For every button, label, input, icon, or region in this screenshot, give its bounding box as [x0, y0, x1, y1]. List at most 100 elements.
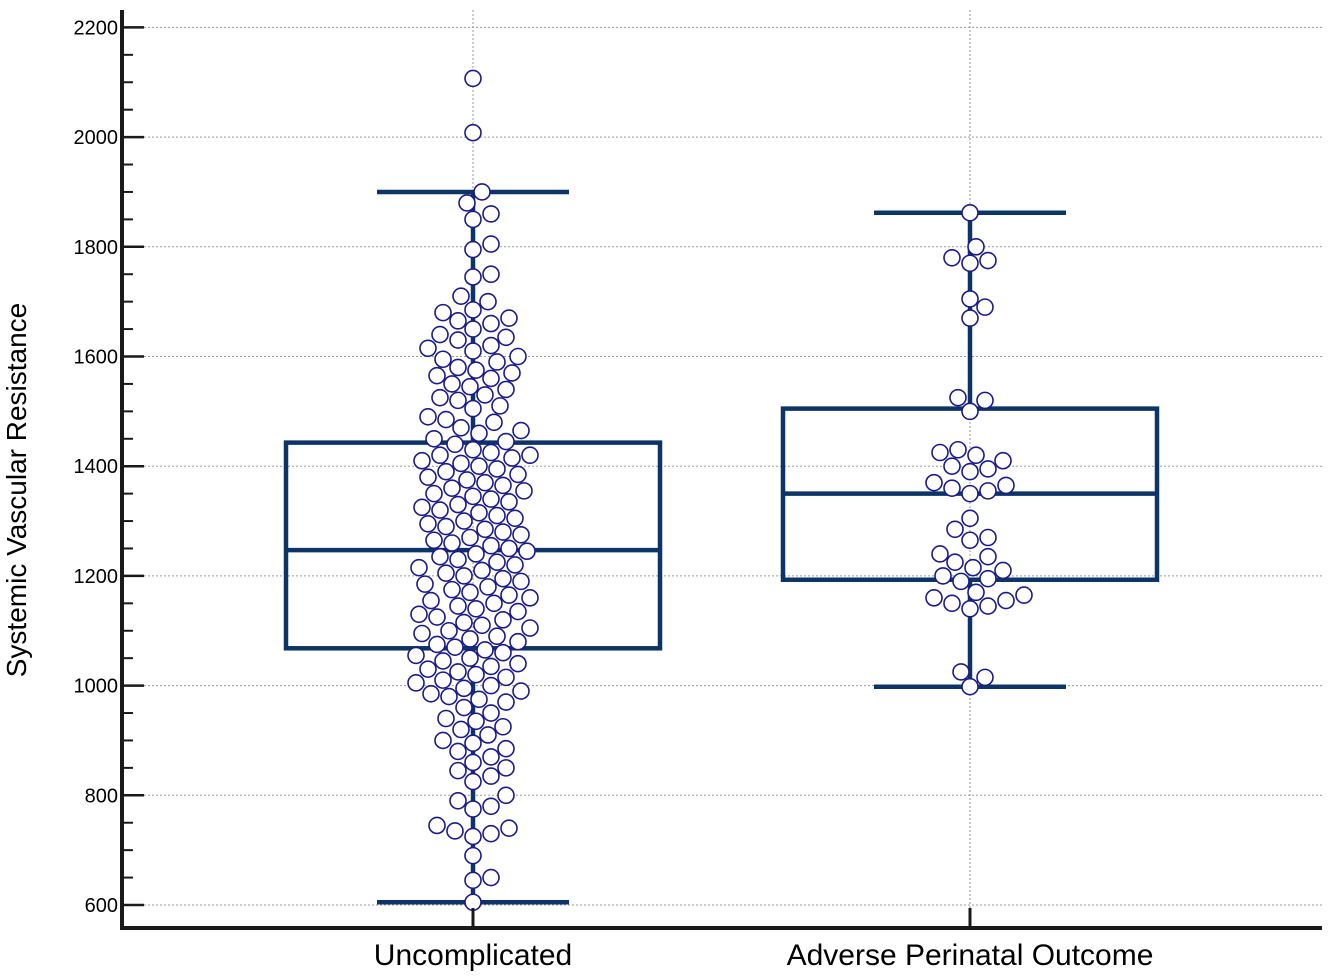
- data-point: [961, 254, 979, 273]
- data-point: [512, 421, 530, 440]
- data-point: [482, 824, 500, 843]
- data-point: [464, 893, 482, 912]
- data-point: [500, 586, 518, 604]
- data-point: [488, 553, 506, 571]
- data-point: [473, 183, 491, 201]
- data-point: [464, 800, 482, 818]
- data-point: [437, 517, 455, 536]
- data-point: [976, 298, 994, 316]
- data-point: [428, 816, 446, 835]
- data-point: [476, 473, 494, 492]
- data-point: [434, 652, 452, 670]
- data-point: [497, 328, 515, 347]
- data-point: [961, 462, 979, 481]
- data-point: [464, 320, 482, 338]
- category-labels: Uncomplicated Adverse Perinatal Outcome: [374, 908, 1153, 972]
- data-point: [497, 786, 515, 805]
- data-point: [482, 369, 500, 388]
- data-point: [509, 654, 527, 673]
- data-point: [449, 597, 467, 615]
- data-point: [1015, 586, 1033, 604]
- data-point: [434, 303, 452, 322]
- y-tick-label-1400: 1400: [74, 456, 119, 478]
- data-point: [521, 619, 539, 637]
- data-point: [943, 479, 961, 497]
- data-point: [925, 473, 943, 492]
- data-point: [467, 665, 485, 684]
- data-point: [422, 685, 440, 703]
- data-point: [488, 460, 506, 478]
- data-point: [934, 567, 952, 585]
- data-point: [488, 506, 506, 525]
- data-point: [464, 268, 482, 286]
- data-point: [470, 504, 488, 522]
- points-group-0: [407, 69, 539, 912]
- data-point: [455, 613, 473, 632]
- data-point: [949, 440, 967, 459]
- data-point: [449, 742, 467, 761]
- data-point: [467, 712, 485, 731]
- data-point: [413, 498, 431, 517]
- data-point: [431, 501, 449, 519]
- data-point: [428, 635, 446, 654]
- data-point: [494, 610, 512, 629]
- data-point: [461, 377, 479, 396]
- data-point: [979, 482, 997, 500]
- data-point: [961, 203, 979, 222]
- data-point: [979, 460, 997, 478]
- data-point: [464, 342, 482, 360]
- data-point: [461, 583, 479, 602]
- data-point: [976, 391, 994, 410]
- data-point: [961, 531, 979, 550]
- axes: [120, 10, 1322, 930]
- data-point: [509, 602, 527, 621]
- y-axis-ticks: 600 800 1000 1200 1400 1600 1800 2000 2200: [74, 17, 144, 917]
- data-point: [425, 484, 443, 503]
- data-point: [943, 248, 961, 267]
- data-point: [961, 309, 979, 327]
- data-point: [491, 397, 509, 415]
- data-point: [440, 687, 458, 706]
- data-point: [494, 643, 512, 662]
- data-point: [482, 265, 500, 284]
- data-point: [464, 753, 482, 772]
- data-point: [979, 597, 997, 615]
- data-point: [479, 726, 497, 744]
- data-point: [967, 446, 985, 465]
- data-point: [449, 358, 467, 377]
- data-point: [494, 476, 512, 495]
- data-point: [497, 693, 515, 711]
- data-point: [482, 704, 500, 722]
- data-point: [434, 671, 452, 689]
- data-point: [979, 569, 997, 588]
- data-point: [485, 594, 503, 613]
- data-point: [997, 476, 1015, 495]
- data-point: [464, 440, 482, 459]
- data-point: [512, 682, 530, 700]
- data-point: [452, 419, 470, 437]
- data-point: [482, 490, 500, 508]
- data-point: [464, 240, 482, 259]
- data-point: [425, 429, 443, 448]
- data-point: [455, 698, 473, 717]
- data-point: [422, 591, 440, 610]
- data-point: [431, 547, 449, 566]
- data-point: [479, 292, 497, 311]
- data-point: [449, 495, 467, 514]
- data-point: [506, 556, 524, 574]
- data-point: [464, 772, 482, 791]
- data-point: [482, 235, 500, 253]
- data-point: [452, 287, 470, 305]
- data-point: [425, 531, 443, 550]
- data-point: [410, 558, 428, 577]
- data-point: [464, 871, 482, 890]
- data-point: [946, 553, 964, 571]
- data-point: [470, 690, 488, 709]
- data-point: [485, 413, 503, 432]
- data-point: [946, 520, 964, 539]
- x-category-label-0: Uncomplicated: [374, 939, 572, 972]
- data-point: [473, 616, 491, 635]
- data-point: [482, 657, 500, 676]
- data-point: [458, 194, 476, 212]
- data-point: [434, 350, 452, 369]
